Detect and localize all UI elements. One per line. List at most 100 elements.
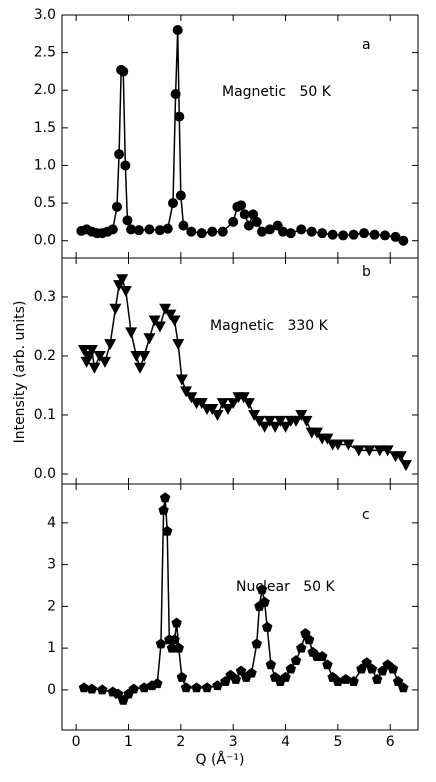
marker [256,584,268,595]
marker [242,398,255,410]
marker [331,439,344,451]
marker [169,634,180,645]
data-line [83,277,407,466]
marker [322,659,333,670]
marker [348,676,359,687]
marker [295,409,308,421]
marker [381,445,394,457]
y-tick-label: 0.5 [34,195,56,211]
marker [363,445,376,457]
marker [118,66,129,77]
marker [340,673,351,684]
marker [185,392,198,404]
marker [310,427,323,439]
marker [158,504,169,515]
marker [112,688,124,699]
marker [369,229,380,240]
marker [97,684,108,695]
marker [316,650,328,661]
y-tick-label: 2.0 [34,82,56,98]
x-tick-label: 0 [72,734,81,750]
marker [290,655,302,666]
marker [175,374,188,386]
marker [212,680,223,691]
marker [207,226,218,237]
marker [77,345,90,357]
marker [348,229,359,240]
marker [246,667,257,678]
marker [180,386,193,398]
marker [373,445,386,457]
marker [290,415,303,427]
marker [85,345,98,357]
marker [128,683,139,694]
marker [154,225,165,236]
marker [107,224,118,235]
y-tick-label: 0.1 [34,407,56,423]
panel-label: Magnetic 330 K [210,318,329,334]
marker [186,226,197,237]
marker [159,303,172,315]
marker [248,409,261,421]
marker [109,303,122,315]
marker [371,673,383,684]
marker [359,228,370,239]
marker [221,404,234,416]
marker [251,638,262,649]
marker [248,209,259,220]
y-tick-label: 0 [47,682,56,698]
marker [174,111,185,122]
marker [122,215,133,226]
y-tick-label: 3 [47,557,56,573]
marker [265,659,277,670]
marker [216,398,229,410]
x-tick-label: 4 [281,734,290,750]
marker [116,274,129,286]
marker [327,229,338,240]
marker [175,190,186,201]
marker [120,160,131,171]
axes-frame [61,483,419,731]
marker [93,350,106,362]
marker [392,676,404,687]
y-tick-label: 1.5 [34,120,56,136]
y-tick-label: 2 [47,598,56,614]
marker [176,671,188,682]
marker [171,617,182,628]
marker [394,451,407,463]
marker [279,421,292,433]
y-tick-label: 0.2 [34,348,56,364]
marker [195,398,208,410]
x-tick-label: 2 [176,734,185,750]
y-tick-label: 1.0 [34,157,56,173]
marker [251,216,262,227]
marker [86,683,98,694]
marker [259,596,270,607]
marker [237,392,250,404]
marker [206,404,219,416]
marker [153,321,166,333]
marker [285,228,296,239]
marker [317,228,328,239]
marker [138,682,150,693]
y-tick-label: 3.0 [34,7,56,23]
x-tick-label: 3 [229,734,238,750]
marker [285,663,297,674]
marker [166,642,178,653]
marker [172,25,183,36]
y-axis-label: Intensity (arb. units) [12,301,28,444]
marker [196,228,207,239]
marker [280,671,291,682]
marker [155,638,167,649]
marker [228,216,239,227]
marker [253,415,266,427]
marker [143,333,156,345]
marker [274,415,287,427]
marker [78,682,90,693]
marker [338,230,349,241]
marker [172,339,185,351]
marker [144,224,155,235]
marker [191,682,202,693]
marker [306,226,317,237]
